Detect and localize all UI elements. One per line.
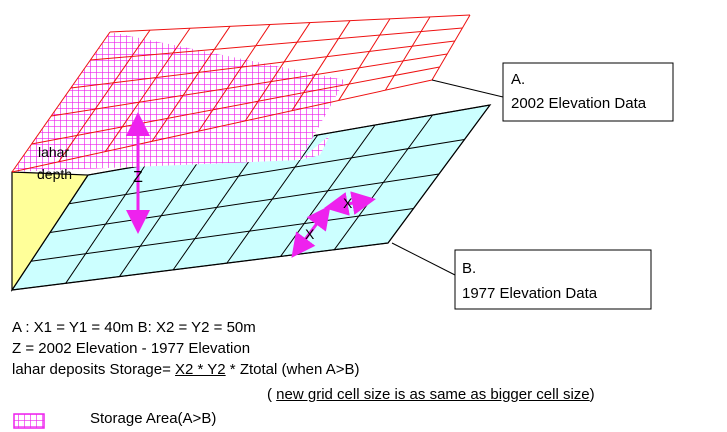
upper-grid-col-line [151,26,231,142]
upper-grid-row-line [109,14,471,33]
legend-label: Storage Area(A>B) [90,410,217,427]
callout-b-box [454,249,652,310]
lower-grid-row-line [30,208,414,262]
upper-grid-col-line [58,29,151,163]
upper-grid-row-line [31,66,440,145]
upper-grid-col-line [431,14,471,81]
callout-b-text: 1977 Elevation Data [462,285,598,302]
upper-grid-2002 [11,14,471,173]
cell-size-rule-underlined: new grid cell size is as same as bigger … [276,386,590,403]
upper-grid-col-line [291,20,351,111]
storage-formula-underlined: X2 * Y2 [175,361,226,378]
callout-a-leader [431,79,504,98]
x-label: X [343,195,353,211]
upper-grid-lines [11,14,471,173]
lower-grid-row-line [49,173,440,233]
lahar-depth-side-wall [11,171,90,292]
legend-swatch [13,413,45,429]
x-width-arrow [324,191,376,216]
callout-b-title: B. [462,260,476,277]
callout-a-title: A. [511,71,525,88]
upper-grid-row-line [11,79,433,173]
note-storage-formula: lahar deposits Storage= X2 * Y2 * Ztotal… [12,361,359,379]
upper-grid-col-line [384,16,431,91]
depth-label: depth [37,166,72,182]
lahar-label: lahar [38,144,69,160]
storage-area-tail [300,135,330,160]
storage-formula-suffix: * Ztotal (when A>B) [225,361,360,378]
callout-b-leader [391,242,456,276]
callout-a-box [502,62,674,122]
z-label: Z [133,169,143,186]
cell-size-rule-open: ( [267,386,277,403]
cell-size-rule-close: ) [589,386,595,403]
storage-formula-prefix: lahar deposits Storage= [12,361,176,378]
note-cell-sizes: A : X1 = Y1 = 40m B: X2 = Y2 = 50m [12,319,256,336]
upper-grid-row-line [70,40,455,89]
upper-grid-col-line [338,18,391,101]
note-cell-size-rule: ( new grid cell size is as same as bigge… [267,386,595,404]
upper-grid-col-line [11,31,111,173]
x-diagonal-arrow [291,205,331,258]
x-lower-label: X [305,226,315,242]
upper-grid-col-line [104,27,191,152]
upper-grid-row-line [90,27,463,61]
upper-grid-col-line [198,24,271,132]
upper-grid-col-line [244,22,311,122]
upper-grid-row-line [51,53,448,117]
note-z-definition: Z = 2002 Elevation - 1977 Elevation [12,340,251,357]
callout-a-text: 2002 Elevation Data [511,95,647,112]
